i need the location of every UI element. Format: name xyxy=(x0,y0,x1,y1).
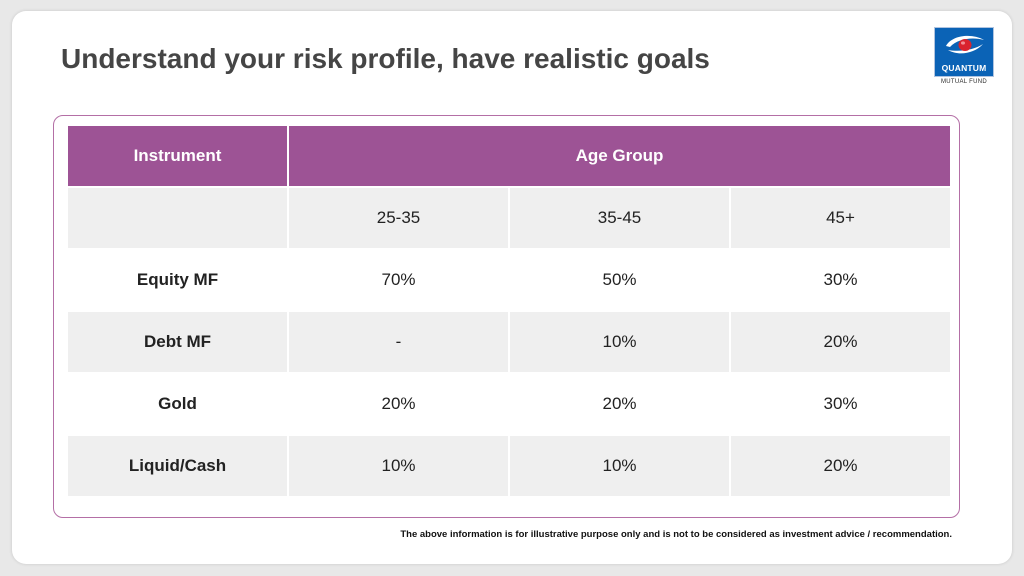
allocation-cell: 50% xyxy=(510,250,729,310)
age-band-cell: 25-35 xyxy=(289,188,508,248)
instrument-cell: Equity MF xyxy=(68,250,287,310)
allocation-cell: 10% xyxy=(510,312,729,372)
logo-subtitle: MUTUAL FUND xyxy=(940,79,988,85)
logo-badge: QUANTUM xyxy=(934,27,994,77)
allocation-table: Instrument Age Group 25-35 35-45 45+ Equ… xyxy=(66,124,952,498)
logo-wordmark: QUANTUM xyxy=(941,63,987,73)
quantum-logo: QUANTUM MUTUAL FUND xyxy=(934,27,994,91)
slide: Understand your risk profile, have reali… xyxy=(12,11,1012,564)
disclaimer-text: The above information is for illustrativ… xyxy=(400,529,952,540)
header-age-group: Age Group xyxy=(289,126,951,186)
allocation-cell: 30% xyxy=(731,250,951,310)
allocation-cell: 20% xyxy=(731,312,951,372)
age-band-cell: 35-45 xyxy=(510,188,729,248)
instrument-cell: Debt MF xyxy=(68,312,287,372)
header-instrument: Instrument xyxy=(68,126,287,186)
allocation-cell: 30% xyxy=(731,374,951,434)
allocation-cell: 20% xyxy=(510,374,729,434)
age-band-cell: 45+ xyxy=(731,188,951,248)
swoosh-emblem-icon xyxy=(946,35,984,54)
allocation-cell: 70% xyxy=(289,250,508,310)
table-header-row: Instrument Age Group xyxy=(68,126,951,186)
table-row: Liquid/Cash 10% 10% 20% xyxy=(68,436,951,496)
allocation-cell: 10% xyxy=(510,436,729,496)
allocation-cell: 20% xyxy=(289,374,508,434)
allocation-cell: 10% xyxy=(289,436,508,496)
allocation-cell: - xyxy=(289,312,508,372)
instrument-cell: Liquid/Cash xyxy=(68,436,287,496)
table-row: Gold 20% 20% 30% xyxy=(68,374,951,434)
table-row: Debt MF - 10% 20% xyxy=(68,312,951,372)
table-row-age-bands: 25-35 35-45 45+ xyxy=(68,188,951,248)
allocation-cell: 20% xyxy=(731,436,951,496)
allocation-table-frame: Instrument Age Group 25-35 35-45 45+ Equ… xyxy=(53,115,960,518)
instrument-cell: Gold xyxy=(68,374,287,434)
page-title: Understand your risk profile, have reali… xyxy=(61,43,710,74)
age-band-blank-cell xyxy=(68,188,287,248)
table-row: Equity MF 70% 50% 30% xyxy=(68,250,951,310)
